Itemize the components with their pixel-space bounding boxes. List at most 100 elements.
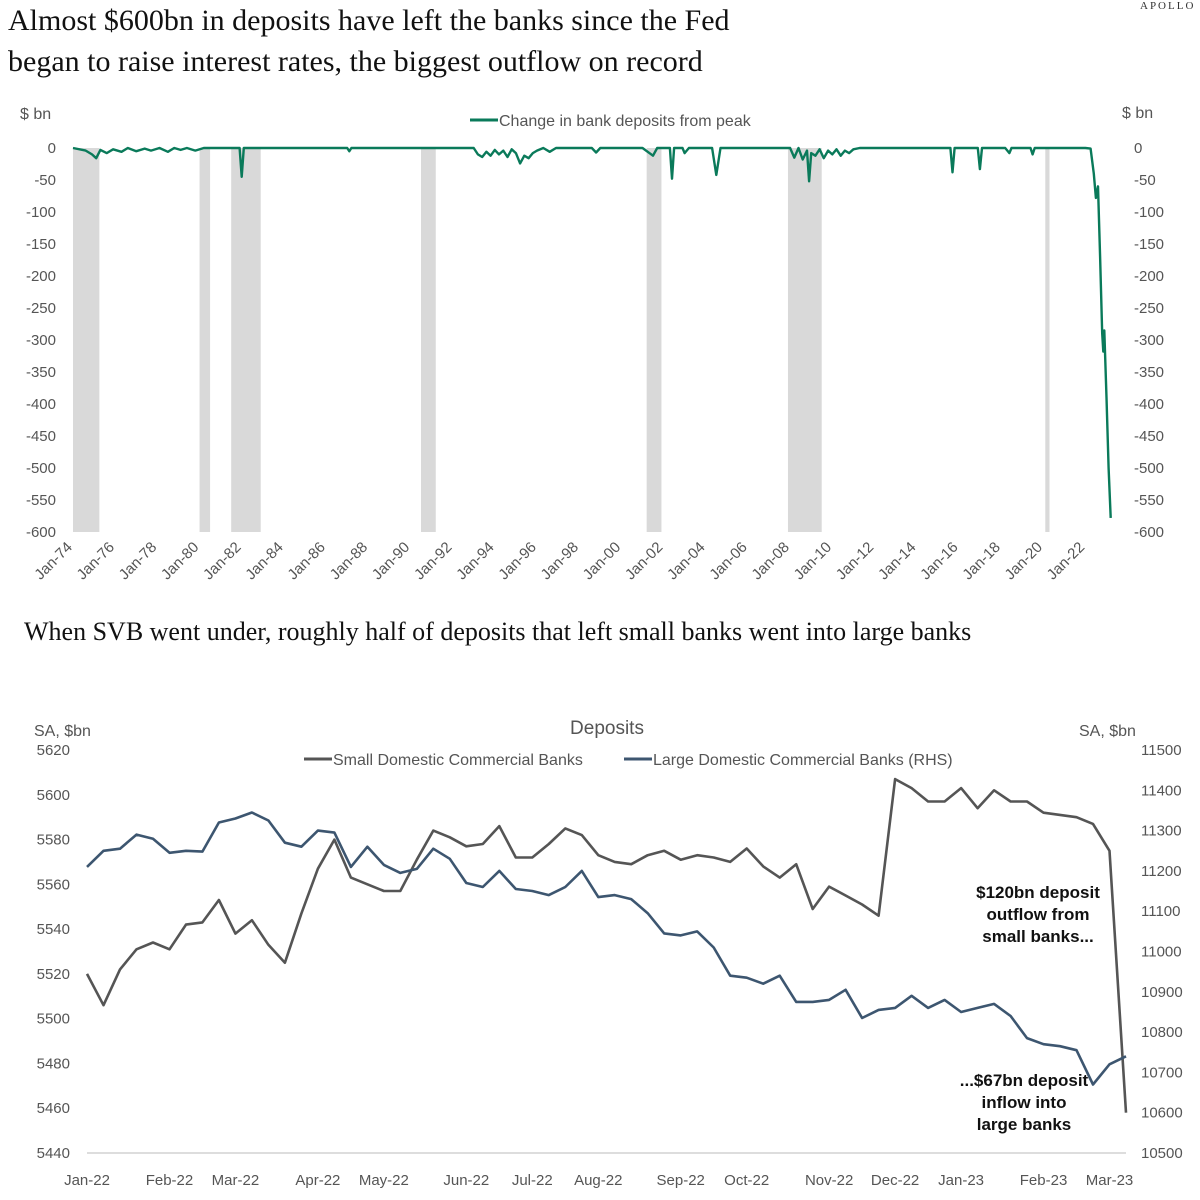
y-tick-label: 5540 (37, 921, 70, 938)
recession-band (787, 148, 822, 532)
x-tick-label: Jan-12 (833, 539, 877, 583)
x-tick-label: Jan-00 (580, 539, 624, 583)
y-tick-label: 10800 (1141, 1024, 1183, 1041)
y-tick-label: 0 (48, 140, 56, 157)
top-legend: Change in bank deposits from peak (470, 113, 752, 130)
y-tick-label: 5520 (37, 966, 70, 983)
x-tick-label: Jan-02 (622, 539, 666, 583)
brand-logo: APOLLO (1140, 0, 1195, 12)
x-tick-label: Jan-98 (538, 539, 582, 583)
y-tick-label: -400 (1134, 396, 1164, 413)
x-tick-label: Jan-04 (664, 539, 708, 583)
y-tick-label: 10600 (1141, 1105, 1183, 1122)
x-tick-label: Jan-74 (31, 539, 75, 583)
recession-band (199, 148, 211, 532)
x-tick-label: Jan-10 (791, 539, 835, 583)
y-tick-label: -500 (26, 460, 56, 477)
y-tick-label: 11300 (1141, 823, 1182, 840)
y-tick-label: -600 (1134, 524, 1164, 541)
y-tick-label: -100 (26, 204, 56, 221)
bottom-left-y-axis: 5620 5600 5580 5560 5540 5520 5500 5480 5460 5440 (37, 742, 70, 1162)
y-tick-label: 5560 (37, 876, 70, 893)
x-tick-label: Jan-06 (706, 539, 750, 583)
y-tick-label: -450 (26, 428, 56, 445)
x-tick-label: Aug-22 (574, 1172, 622, 1189)
x-tick-label: Jan-86 (284, 539, 328, 583)
top-x-axis: Jan-74Jan-76Jan-78Jan-80Jan-82Jan-84Jan-… (31, 539, 1088, 583)
annotation-line: large banks (977, 1115, 1072, 1134)
x-tick-label: Jun-22 (443, 1172, 489, 1189)
y-tick-label: -50 (1134, 172, 1156, 189)
x-tick-label: Jan-82 (200, 539, 244, 583)
x-tick-label: Jan-16 (917, 539, 961, 583)
x-tick-label: Mar-22 (212, 1172, 260, 1189)
x-tick-label: Oct-22 (724, 1172, 769, 1189)
y-tick-label: -150 (26, 236, 56, 253)
y-tick-label: -400 (26, 396, 56, 413)
y-tick-label: -300 (26, 332, 56, 349)
annotation-line: small banks... (982, 927, 1094, 946)
x-tick-label: Jan-90 (369, 539, 413, 583)
recession-band (421, 148, 436, 532)
annotation-line: outflow from (987, 905, 1090, 924)
top-left-axis-unit: $ bn (20, 106, 51, 123)
y-tick-label: 5580 (37, 832, 70, 849)
y-tick-label: 5480 (37, 1055, 70, 1072)
y-tick-label: -300 (1134, 332, 1164, 349)
bottom-legend: Small Domestic Commercial Banks Large Do… (304, 752, 953, 769)
legend-label-small-banks: Small Domestic Commercial Banks (333, 752, 583, 769)
x-tick-label: Jan-22 (64, 1172, 110, 1189)
y-tick-label: -50 (34, 172, 56, 189)
y-tick-label: -250 (1134, 300, 1164, 317)
y-tick-label: -200 (1134, 268, 1164, 285)
x-tick-label: Jan-80 (158, 539, 202, 583)
x-tick-label: Jan-94 (453, 539, 497, 583)
y-tick-label: 5600 (37, 787, 70, 804)
bottom-chart-headline: When SVB went under, roughly half of dep… (24, 617, 971, 646)
x-tick-label: Apr-22 (295, 1172, 340, 1189)
bottom-right-y-axis: 11500 11400 11300 11200 11100 11000 10900 10800… (1141, 742, 1183, 1162)
top-chart-title-line-2: began to raise interest rates, the bigge… (8, 45, 703, 78)
recession-band (73, 148, 100, 532)
y-tick-label: 10900 (1141, 984, 1183, 1001)
y-tick-label: -500 (1134, 460, 1164, 477)
y-tick-label: -100 (1134, 204, 1164, 221)
y-tick-label: 11100 (1141, 903, 1181, 920)
y-tick-label: 11000 (1141, 944, 1182, 961)
x-tick-label: Feb-23 (1020, 1172, 1068, 1189)
y-tick-label: 10700 (1141, 1064, 1183, 1081)
series-line-deposits-change (72, 146, 1112, 518)
y-tick-label: 11200 (1141, 863, 1182, 880)
y-tick-label: 5620 (37, 742, 70, 759)
x-tick-label: Jan-92 (411, 539, 455, 583)
x-tick-label: Mar-23 (1086, 1172, 1134, 1189)
x-tick-label: Jan-78 (116, 539, 160, 583)
x-tick-label: Jan-14 (875, 539, 919, 583)
y-tick-label: -200 (26, 268, 56, 285)
x-tick-label: Jan-84 (242, 539, 286, 583)
annotation-line: $120bn deposit (976, 883, 1100, 902)
x-tick-label: Dec-22 (871, 1172, 919, 1189)
annotation-large-banks-inflow: ...$67bn deposit inflow into large banks (960, 1071, 1089, 1134)
x-tick-label: Jul-22 (512, 1172, 553, 1189)
legend-label-large-banks: Large Domestic Commercial Banks (RHS) (653, 752, 953, 769)
top-chart-title-line-1: Almost $600bn in deposits have left the … (8, 4, 730, 37)
y-tick-label: 11500 (1141, 742, 1182, 759)
x-tick-label: Jan-88 (327, 539, 371, 583)
annotation-small-banks-outflow: $120bn deposit outflow from small banks.… (976, 883, 1100, 946)
x-tick-label: Jan-23 (938, 1172, 984, 1189)
annotation-line: inflow into (982, 1093, 1067, 1112)
y-tick-label: 10500 (1141, 1145, 1183, 1162)
y-tick-label: -350 (1134, 364, 1164, 381)
y-tick-label: -150 (1134, 236, 1164, 253)
top-chart: Almost $600bn in deposits have left the … (8, 4, 1164, 583)
bottom-chart-title: Deposits (570, 718, 644, 739)
y-tick-label: -250 (26, 300, 56, 317)
y-tick-label: -600 (26, 524, 56, 541)
x-tick-label: Jan-18 (959, 539, 1003, 583)
x-tick-label: Jan-22 (1044, 539, 1088, 583)
bottom-chart: When SVB went under, roughly half of dep… (24, 617, 1183, 1189)
y-tick-label: -350 (26, 364, 56, 381)
y-tick-label: -450 (1134, 428, 1164, 445)
bottom-right-axis-unit: SA, $bn (1079, 723, 1136, 740)
